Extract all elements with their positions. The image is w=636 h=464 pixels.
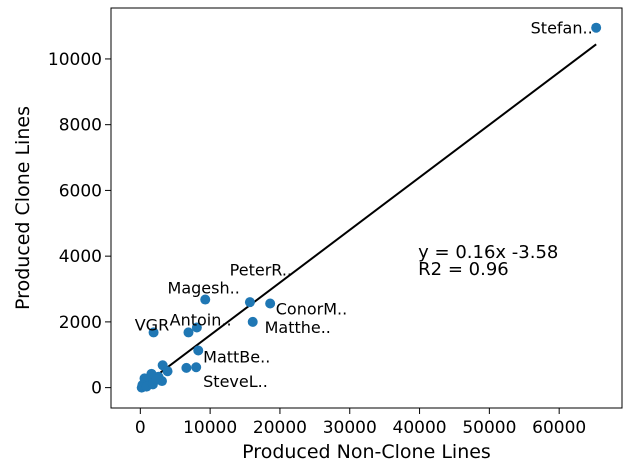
data-point xyxy=(247,316,258,327)
annotations-layer: Stefan.. Magesh..PeterR.. ConorM..Matthe..… xyxy=(135,19,593,391)
y-tick-label: 6000 xyxy=(59,181,102,201)
x-tick-label: 30000 xyxy=(323,418,377,438)
data-point xyxy=(191,362,202,373)
y-tick-label: 10000 xyxy=(48,50,102,70)
x-tick-label: 50000 xyxy=(462,418,516,438)
data-point xyxy=(191,322,202,333)
point-annotation: PeterR.. xyxy=(230,260,292,279)
y-tick-label: 0 xyxy=(91,379,102,399)
data-point xyxy=(265,298,276,309)
points-layer xyxy=(136,22,602,393)
plot-area-frame xyxy=(110,7,623,409)
y-axis-ticks: 0 2000 4000 6000 8000 10000 xyxy=(48,50,111,399)
data-point xyxy=(591,22,602,33)
point-annotation: ConorM.. xyxy=(276,300,347,319)
regression-equation: y = 0.16x -3.58 xyxy=(418,242,558,263)
stats-layer: y = 0.16x -3.58 R2 = 0.96 xyxy=(418,242,558,280)
data-point xyxy=(193,345,204,356)
x-axis-ticks: 0 10000 20000 30000 40000 50000 60000 xyxy=(135,408,586,438)
fit-line-layer xyxy=(139,43,597,389)
y-tick-label: 4000 xyxy=(59,247,102,267)
x-tick-label: 40000 xyxy=(393,418,447,438)
data-point xyxy=(183,327,194,338)
x-tick-label: 20000 xyxy=(253,418,307,438)
data-point xyxy=(200,294,211,305)
point-annotation: Matthe.. xyxy=(265,318,331,337)
y-tick-label: 8000 xyxy=(59,116,102,136)
x-tick-label: 60000 xyxy=(532,418,586,438)
y-tick-label: 2000 xyxy=(59,313,102,333)
data-point xyxy=(151,374,162,385)
point-annotation: Magesh.. xyxy=(168,278,240,297)
x-axis-label: Produced Non-Clone Lines xyxy=(242,441,491,463)
point-annotation: Antoin.. xyxy=(170,310,232,329)
data-point xyxy=(162,366,173,377)
point-annotation: VGR xyxy=(135,316,169,335)
point-annotation: Stefan.. xyxy=(531,19,593,38)
y-axis-label: Produced Clone Lines xyxy=(12,106,34,310)
point-annotation: SteveL.. xyxy=(203,372,268,391)
data-point xyxy=(181,362,192,373)
data-point xyxy=(148,327,159,338)
point-annotation: MattBe.. xyxy=(203,347,270,366)
regression-line xyxy=(139,43,597,389)
r-squared-label: R2 = 0.96 xyxy=(418,259,509,280)
x-tick-label: 0 xyxy=(135,418,146,438)
data-point xyxy=(244,297,255,308)
x-tick-label: 10000 xyxy=(183,418,237,438)
